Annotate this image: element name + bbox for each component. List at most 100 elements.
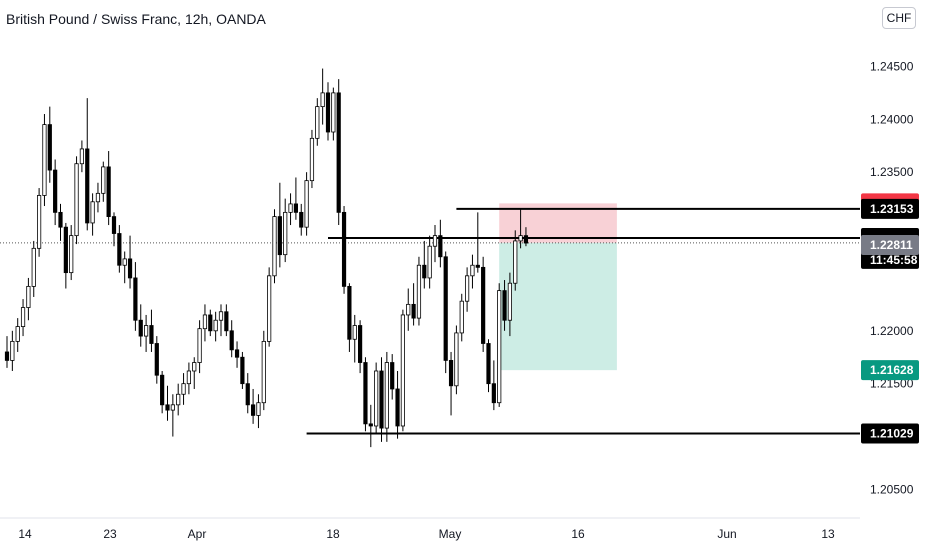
candle-body — [341, 211, 347, 287]
candle-body — [256, 402, 261, 416]
candle-body — [160, 374, 165, 406]
candle-body — [127, 258, 133, 279]
candle-body — [165, 404, 170, 411]
candle — [390, 354, 395, 400]
candle — [347, 283, 352, 352]
candle-body — [518, 235, 523, 242]
x-tick-label: Jun — [717, 527, 736, 541]
candle — [10, 330, 15, 371]
candle — [315, 98, 320, 146]
candle-body — [486, 343, 491, 385]
candle-body — [293, 203, 299, 213]
candle-body — [149, 325, 154, 344]
candle — [202, 304, 208, 342]
price-tag-label: 1.22811 — [870, 238, 913, 252]
candle — [432, 225, 438, 263]
candle — [106, 151, 111, 226]
candle-body — [395, 388, 400, 427]
candle-body — [454, 332, 459, 387]
candle-body — [138, 319, 143, 337]
candle — [26, 277, 31, 321]
candle — [63, 222, 68, 289]
candle — [406, 288, 411, 331]
candle — [170, 394, 175, 437]
candle-body — [513, 240, 518, 284]
candle-body — [320, 92, 325, 108]
x-tick-label: 14 — [18, 527, 32, 541]
candle — [192, 357, 197, 389]
candle — [395, 370, 400, 439]
candle-body — [416, 264, 422, 319]
candle — [186, 362, 191, 395]
candle — [111, 212, 117, 247]
candle — [42, 114, 47, 207]
candle-body — [347, 285, 352, 340]
candle-body — [523, 235, 529, 244]
candle-body — [491, 383, 496, 404]
candle-body — [411, 303, 416, 319]
candle-body — [111, 216, 117, 234]
currency-button[interactable]: CHF — [882, 7, 916, 29]
candle — [283, 198, 288, 263]
candle-body — [448, 360, 454, 387]
candle-body — [363, 362, 368, 425]
candle-body — [208, 314, 213, 332]
candle-body — [272, 216, 277, 277]
candle-body — [181, 383, 186, 395]
candle-body — [218, 311, 224, 321]
candle — [454, 325, 459, 395]
candle-body — [357, 325, 363, 363]
candle-body — [502, 290, 507, 321]
candle — [448, 351, 454, 416]
candle — [331, 87, 336, 141]
candle-body — [384, 362, 389, 429]
candle — [507, 272, 513, 337]
candle-body — [90, 201, 95, 224]
candle — [234, 341, 240, 368]
candle — [20, 299, 26, 337]
candle — [213, 311, 218, 342]
candle — [379, 357, 384, 442]
candle-body — [186, 370, 191, 385]
candle — [208, 309, 213, 337]
candle — [267, 267, 272, 347]
candle — [250, 388, 256, 424]
candle — [325, 82, 331, 141]
candle-body — [261, 340, 266, 404]
candle-body — [85, 148, 90, 224]
candle-body — [10, 340, 15, 361]
candle-body — [368, 423, 373, 427]
candle-body — [325, 92, 331, 133]
candle-body — [336, 92, 341, 213]
candle — [523, 227, 529, 247]
candle — [288, 193, 293, 226]
candle — [197, 320, 202, 374]
candle — [299, 203, 304, 236]
candle-body — [197, 328, 202, 363]
x-tick-label: May — [439, 527, 462, 541]
candle-body — [240, 356, 245, 385]
candle-body — [37, 195, 42, 249]
candle-body — [26, 285, 31, 308]
candle — [497, 283, 502, 407]
candle-body — [53, 169, 58, 213]
candle — [352, 314, 357, 363]
candle — [443, 251, 448, 374]
candle — [336, 79, 341, 226]
candle — [160, 370, 165, 414]
price-axis: 1.24500 1.24000 1.23500 1.22000 1.21500 1.205… — [870, 59, 914, 496]
position-zones — [499, 203, 617, 371]
x-tick-label: 23 — [103, 527, 117, 541]
candle — [293, 177, 299, 220]
candle — [357, 320, 363, 374]
candle-body — [309, 137, 315, 182]
candle — [181, 373, 186, 405]
candle-body — [202, 314, 208, 330]
candle-body — [497, 290, 502, 404]
price-tag-bg — [861, 360, 919, 381]
candle — [475, 212, 480, 273]
candle-body — [95, 192, 101, 203]
candle-body — [267, 275, 272, 342]
candle — [138, 304, 143, 347]
